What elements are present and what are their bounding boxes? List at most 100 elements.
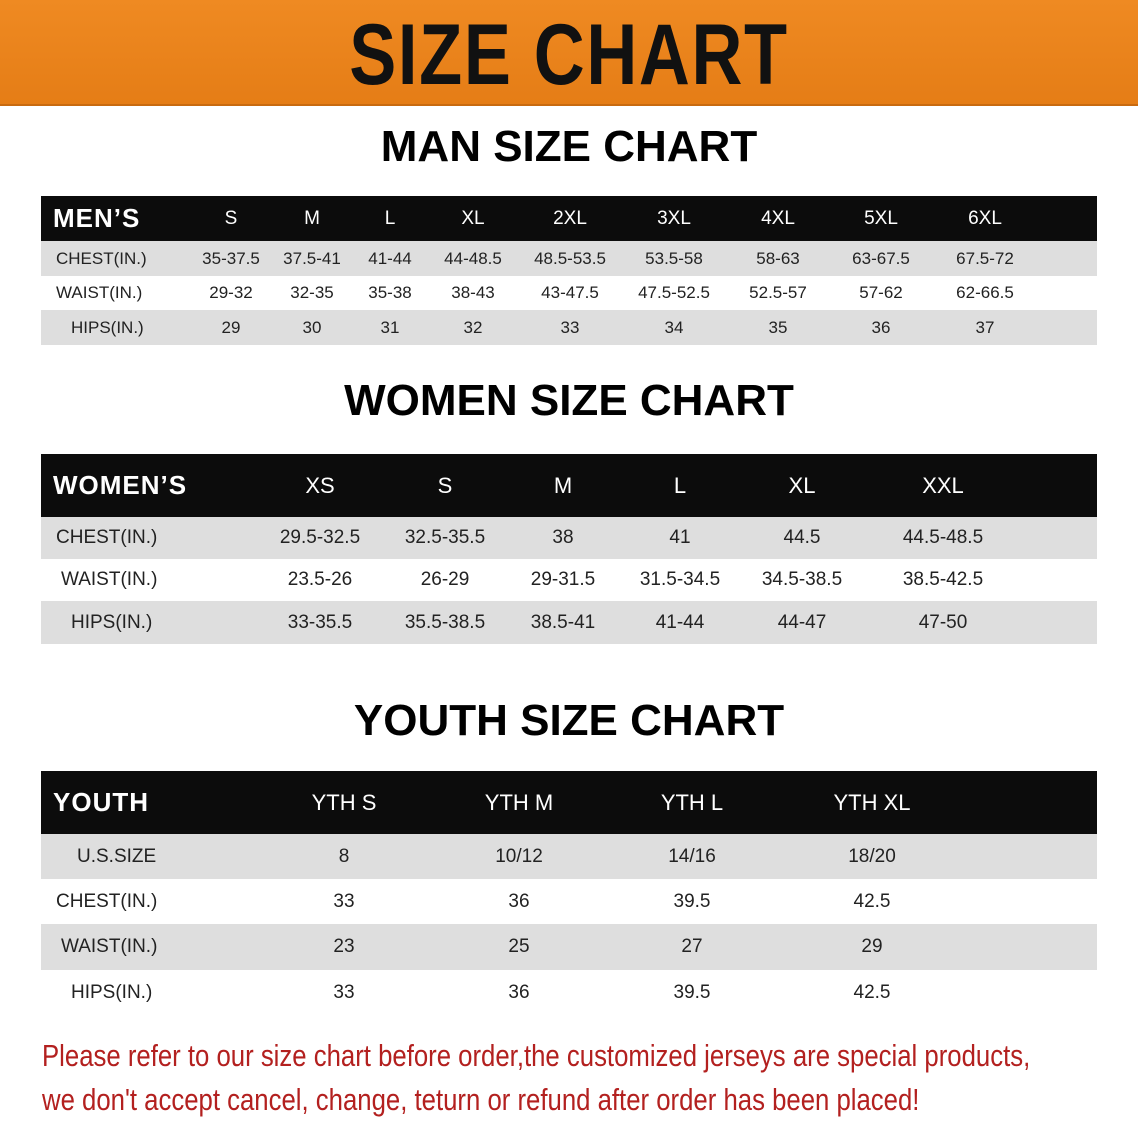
table-cell: 29 bbox=[861, 936, 883, 957]
table-row: WAIST(IN.) 23 25 27 29 bbox=[41, 924, 1097, 970]
table-cell: 39.5 bbox=[673, 890, 711, 912]
table-cell: 10/12 bbox=[495, 845, 543, 867]
table-cell: 25 bbox=[508, 936, 530, 957]
table-row: CHEST(IN.) 35-37.5 37.5-41 41-44 44-48.5 48.5… bbox=[41, 241, 1097, 276]
table-row: HIPS(IN.) 29 30 31 32 33 34 35 36 37 bbox=[41, 310, 1097, 345]
table-cell: 34 bbox=[664, 317, 684, 337]
women-header-row: WOMEN’S XS S M L XL XXL bbox=[41, 454, 1097, 517]
size-header: 2XL bbox=[553, 207, 587, 229]
table-cell: 43-47.5 bbox=[541, 283, 599, 302]
table-cell: 23 bbox=[333, 936, 355, 957]
table-cell: 23.5-26 bbox=[287, 569, 353, 590]
men-section-title: MAN SIZE CHART bbox=[380, 122, 758, 171]
size-header: XS bbox=[305, 472, 335, 498]
row-label: WAIST(IN.) bbox=[61, 936, 158, 957]
table-cell: 26-29 bbox=[420, 569, 470, 590]
table-cell: 41 bbox=[669, 527, 691, 548]
table-cell: 44-48.5 bbox=[444, 248, 502, 268]
table-cell: 37 bbox=[975, 317, 995, 337]
size-header: YTH S bbox=[311, 789, 377, 815]
youth-header-row: YOUTH YTH S YTH M YTH L YTH XL bbox=[41, 771, 1097, 834]
table-cell: 63-67.5 bbox=[852, 248, 910, 268]
table-cell: 58-63 bbox=[756, 248, 800, 268]
table-cell: 33 bbox=[560, 317, 580, 337]
table-cell: 32.5-35.5 bbox=[404, 527, 486, 548]
women-section-title: WOMEN SIZE CHART bbox=[344, 376, 794, 425]
row-label: WAIST(IN.) bbox=[56, 283, 143, 302]
table-cell: 47.5-52.5 bbox=[638, 283, 710, 302]
table-cell: 35-37.5 bbox=[202, 248, 260, 268]
table-cell: 38.5-42.5 bbox=[902, 569, 984, 590]
table-cell: 53.5-58 bbox=[645, 248, 703, 268]
header-banner: SIZE CHART bbox=[0, 0, 1138, 106]
table-row: CHEST(IN.) 33 36 39.5 42.5 bbox=[41, 879, 1097, 924]
table-row: HIPS(IN.) 33 36 39.5 42.5 bbox=[41, 970, 1097, 1015]
size-header: 5XL bbox=[864, 207, 898, 229]
table-cell: 38.5-41 bbox=[530, 611, 596, 633]
row-label: HIPS(IN.) bbox=[71, 981, 153, 1003]
table-cell: 33 bbox=[333, 981, 355, 1003]
table-cell: 29-32 bbox=[209, 283, 253, 302]
size-header: 4XL bbox=[761, 207, 795, 229]
size-header: M bbox=[553, 472, 573, 498]
size-header: YTH L bbox=[660, 789, 724, 815]
table-row: U.S.SIZE 8 10/12 14/16 18/20 bbox=[41, 834, 1097, 879]
size-header: XL bbox=[788, 472, 816, 498]
size-header: 3XL bbox=[657, 207, 691, 229]
table-cell: 33-35.5 bbox=[287, 611, 353, 633]
table-cell: 8 bbox=[338, 845, 350, 867]
size-header: XXL bbox=[922, 472, 964, 498]
table-cell: 42.5 bbox=[853, 981, 891, 1003]
size-header: L bbox=[673, 472, 687, 498]
table-cell: 36 bbox=[508, 890, 530, 912]
table-cell: 35-38 bbox=[368, 283, 412, 302]
table-cell: 31 bbox=[380, 317, 400, 337]
women-header-label: WOMEN’S bbox=[53, 470, 188, 500]
table-cell: 31.5-34.5 bbox=[639, 569, 721, 590]
size-header: S bbox=[437, 472, 453, 498]
table-cell: 57-62 bbox=[859, 283, 903, 302]
banner-title: SIZE CHART bbox=[349, 7, 789, 103]
table-cell: 52.5-57 bbox=[749, 283, 807, 302]
table-cell: 29 bbox=[221, 317, 241, 337]
table-cell: 36 bbox=[508, 981, 530, 1003]
row-label: HIPS(IN.) bbox=[71, 611, 153, 633]
size-header: L bbox=[384, 207, 396, 229]
size-header: M bbox=[304, 207, 320, 229]
row-label: WAIST(IN.) bbox=[61, 569, 158, 590]
table-cell: 33 bbox=[333, 890, 355, 912]
table-cell: 29.5-32.5 bbox=[279, 527, 361, 548]
youth-section-title: YOUTH SIZE CHART bbox=[353, 696, 785, 745]
table-cell: 62-66.5 bbox=[956, 283, 1014, 302]
men-header-label: MEN’S bbox=[53, 203, 141, 233]
youth-header-label: YOUTH bbox=[53, 787, 149, 817]
table-cell: 47-50 bbox=[918, 611, 968, 633]
table-cell: 38 bbox=[552, 527, 574, 548]
row-label: CHEST(IN.) bbox=[56, 527, 158, 548]
table-cell: 42.5 bbox=[853, 890, 891, 912]
table-cell: 35.5-38.5 bbox=[404, 611, 486, 633]
table-row: HIPS(IN.) 33-35.5 35.5-38.5 38.5-41 41-44 44-… bbox=[41, 601, 1097, 644]
table-cell: 27 bbox=[681, 936, 703, 957]
table-cell: 48.5-53.5 bbox=[534, 248, 606, 268]
table-cell: 44-47 bbox=[777, 611, 827, 633]
size-header: YTH XL bbox=[833, 789, 911, 815]
table-cell: 44.5 bbox=[783, 527, 821, 548]
notice-line-1: Please refer to our size chart before or… bbox=[42, 1038, 1031, 1073]
row-label: CHEST(IN.) bbox=[56, 890, 158, 912]
table-cell: 34.5-38.5 bbox=[761, 569, 843, 590]
table-cell: 44.5-48.5 bbox=[902, 527, 984, 548]
table-cell: 36 bbox=[871, 317, 891, 337]
size-header: YTH M bbox=[484, 789, 554, 815]
table-row: WAIST(IN.) 23.5-26 26-29 29-31.5 31.5-34.5 34… bbox=[41, 559, 1097, 601]
table-cell: 32-35 bbox=[290, 283, 334, 302]
row-label: CHEST(IN.) bbox=[56, 248, 147, 268]
men-header-row: MEN’S S M L XL 2XL 3XL 4XL 5XL 6XL bbox=[41, 196, 1097, 241]
row-label: HIPS(IN.) bbox=[71, 317, 144, 337]
table-cell: 41-44 bbox=[655, 611, 705, 633]
table-cell: 41-44 bbox=[368, 248, 412, 268]
table-cell: 67.5-72 bbox=[956, 248, 1014, 268]
size-header: S bbox=[224, 207, 238, 229]
table-cell: 18/20 bbox=[848, 845, 896, 867]
size-header: XL bbox=[461, 207, 485, 229]
